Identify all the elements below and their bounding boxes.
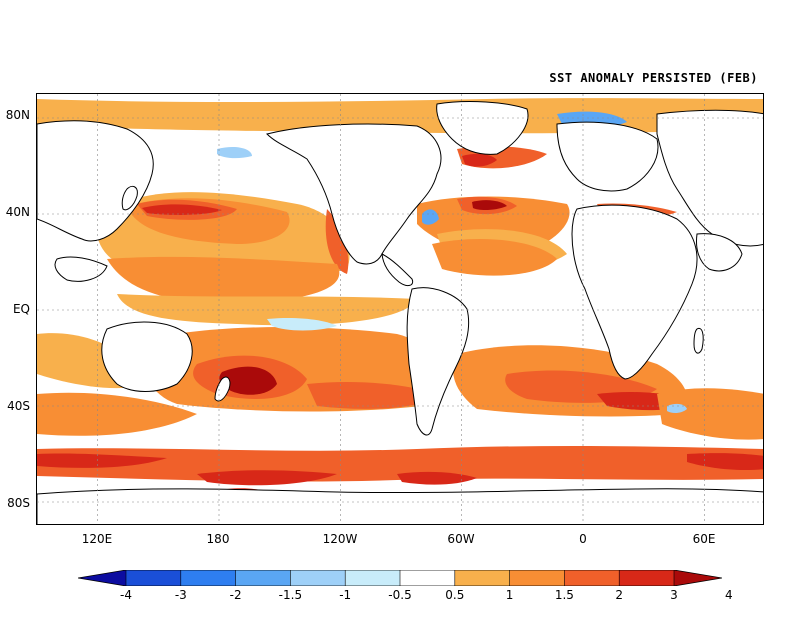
anom-southern-ocean-core-e [687,453,763,471]
colorbar-segment-right-arrow [674,570,722,586]
colorbar-label: 1.5 [554,588,574,602]
lat-label-80s: 80S [7,496,30,510]
anom-southern-ocean-core-w [37,453,167,468]
anom-kuroshio-core [142,204,222,215]
colorbar-segment-left-arrow [78,570,126,586]
land-europe [556,121,659,192]
lon-label-0: 0 [579,532,587,546]
land-central-america [381,253,414,287]
anom-spacific-core [219,366,277,395]
colorbar-label: 4 [724,588,733,602]
sst-anomaly-map [37,94,763,524]
colorbar-label: 0.5 [445,588,465,602]
lon-label-60e: 60E [692,532,716,546]
colorbar-segment [126,570,181,586]
map-title: SST ANOMALY PERSISTED (FEB) [549,71,758,85]
land-africa [571,204,698,380]
lat-label-40s: 40S [7,399,30,413]
colorbar-segment [454,570,510,586]
colorbar-segment [290,570,346,586]
lon-label-120w: 120W [322,532,358,546]
land-madagascar [693,327,704,354]
lat-label-80n: 80N [5,108,30,122]
colorbar-label: -0.5 [388,588,412,602]
anom-us-east-cool [422,209,439,225]
anom-n-atlantic-2 [432,239,557,276]
colorbar-label: -2 [229,588,242,602]
colorbar-label: 3 [670,588,678,602]
lat-label-40n: 40N [5,205,30,219]
land-asia-east [37,120,154,242]
colorbar-segment [345,570,400,586]
land-greenland [436,101,529,155]
anom-labrador-core [462,153,497,167]
map-plot-area [36,93,764,525]
land-japan [121,185,138,211]
lon-label-180: 180 [206,532,230,546]
land-arabia [696,233,743,272]
lon-label-60w: 60W [447,532,475,546]
anom-s-pacific-streak [307,382,437,409]
land-south-america [406,287,470,436]
graticule-layer [37,94,763,524]
colorbar-label: 2 [615,588,624,602]
anom-gulf-stream-core [472,200,507,211]
anom-eq-pacific-cool [267,317,337,331]
anom-bering-cool [217,146,252,159]
lat-label-eq: EQ [12,302,30,316]
colorbar-segment [619,570,674,586]
anom-s-indian [37,392,197,436]
colorbar-segment [235,570,291,586]
colorbar-label: -3 [174,588,187,602]
colorbar-label: -4 [120,588,132,602]
land-se-asia [54,256,108,282]
anom-ne-pacific [325,209,349,274]
anom-tropical-band [117,294,417,326]
colorbar [78,570,722,586]
anom-wpacific-tropics [107,256,340,304]
lon-label-120e: 120E [81,532,113,546]
anom-southern-ocean-core-c [197,470,337,486]
land-antarctica [37,488,763,524]
anom-s-indian-east [657,388,763,440]
colorbar-label: -1.5 [278,588,303,602]
colorbar-segment [400,570,455,586]
coastline-layer [37,101,763,524]
anom-southern-ocean-core-satl [397,471,477,485]
land-australia [101,321,193,392]
colorbar-label: -1 [339,588,352,602]
colorbar-segment [509,570,565,586]
colorbar-label: 1 [505,588,514,602]
colorbar-segment [564,570,620,586]
land-north-america [266,123,442,265]
colorbar-segment [180,570,236,586]
